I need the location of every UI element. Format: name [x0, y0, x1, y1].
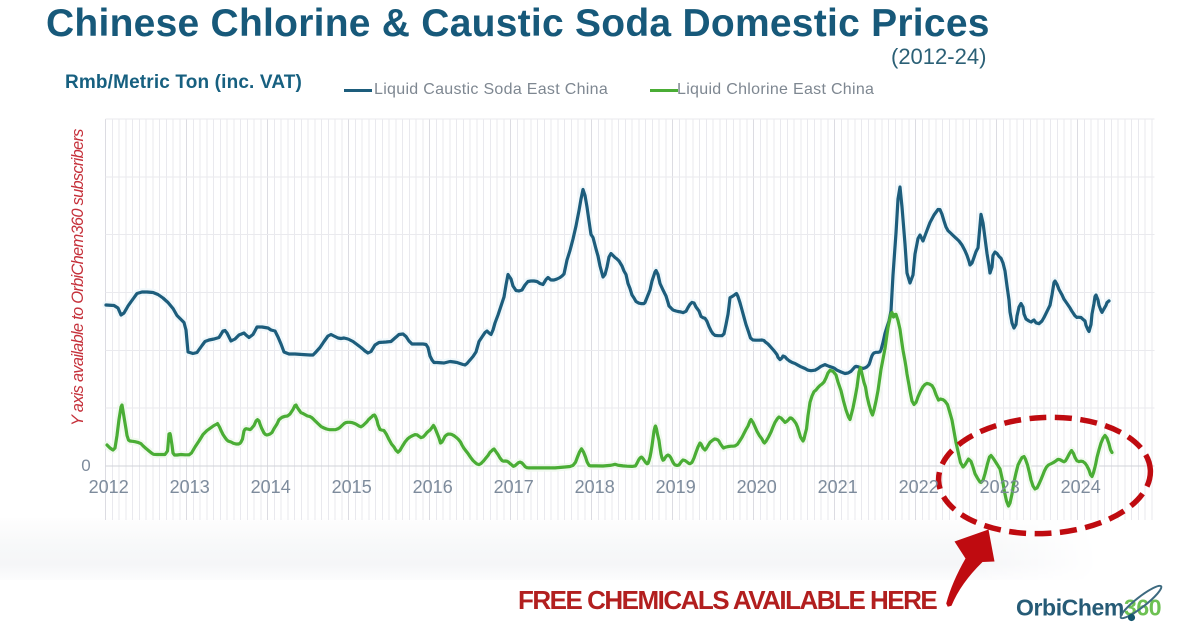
svg-text:OrbiChem360: OrbiChem360 — [1016, 595, 1161, 621]
